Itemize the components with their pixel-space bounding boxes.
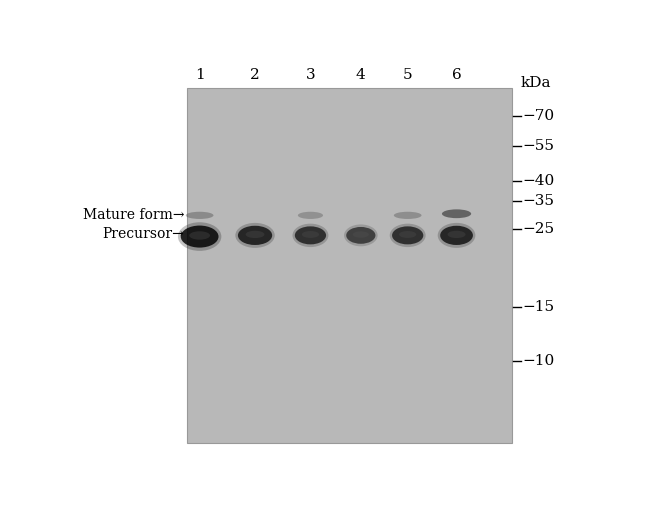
- Ellipse shape: [292, 224, 328, 247]
- Text: 2: 2: [250, 68, 260, 82]
- Ellipse shape: [295, 226, 326, 244]
- Ellipse shape: [353, 231, 369, 238]
- Ellipse shape: [302, 231, 319, 238]
- Ellipse shape: [298, 212, 323, 219]
- Text: −70: −70: [522, 109, 554, 123]
- Ellipse shape: [186, 212, 213, 219]
- Ellipse shape: [246, 231, 265, 238]
- Text: 3: 3: [306, 68, 315, 82]
- Text: Mature form→: Mature form→: [83, 209, 185, 223]
- Text: 5: 5: [403, 68, 413, 82]
- Ellipse shape: [442, 210, 471, 218]
- Ellipse shape: [394, 212, 422, 219]
- Ellipse shape: [448, 231, 465, 238]
- Ellipse shape: [392, 226, 423, 244]
- Text: kDa: kDa: [521, 76, 551, 90]
- Text: −15: −15: [522, 300, 554, 314]
- Text: −40: −40: [522, 174, 554, 188]
- Ellipse shape: [178, 222, 222, 251]
- Text: 6: 6: [452, 68, 461, 82]
- Text: −25: −25: [522, 222, 554, 236]
- Ellipse shape: [346, 227, 376, 244]
- Ellipse shape: [235, 223, 275, 248]
- Ellipse shape: [344, 225, 378, 246]
- Text: −35: −35: [522, 193, 554, 207]
- Ellipse shape: [238, 226, 272, 245]
- Text: 1: 1: [195, 68, 205, 82]
- Ellipse shape: [399, 231, 416, 238]
- Ellipse shape: [437, 223, 475, 248]
- Ellipse shape: [390, 224, 426, 247]
- Text: 4: 4: [356, 68, 366, 82]
- Bar: [187, 88, 512, 443]
- Text: Precursor→: Precursor→: [103, 227, 185, 241]
- Ellipse shape: [440, 226, 473, 245]
- Text: −10: −10: [522, 354, 554, 368]
- Text: −55: −55: [522, 139, 554, 153]
- Ellipse shape: [181, 226, 218, 248]
- Ellipse shape: [189, 231, 210, 240]
